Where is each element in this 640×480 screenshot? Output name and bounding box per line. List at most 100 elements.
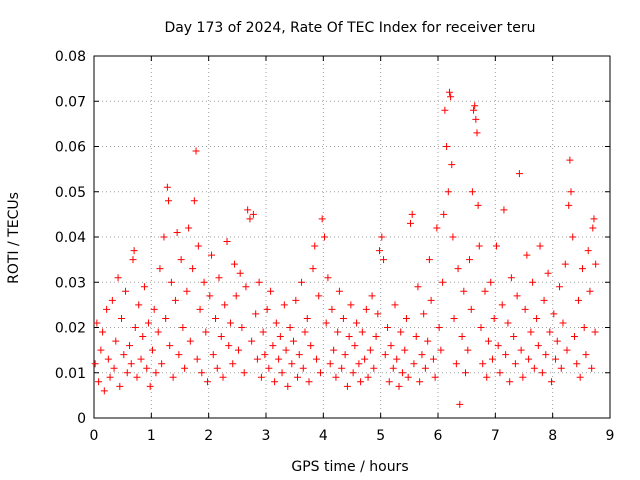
data-point: [118, 314, 126, 322]
data-point: [464, 346, 472, 354]
data-point: [194, 242, 202, 250]
data-point: [449, 233, 457, 241]
data-point: [272, 319, 280, 327]
data-point: [335, 287, 343, 295]
data-point: [592, 260, 600, 268]
data-point: [448, 161, 456, 169]
y-axis-label: ROTI / TECUs: [6, 192, 22, 284]
data-point: [427, 296, 435, 304]
data-point: [408, 210, 416, 218]
data-point: [322, 319, 330, 327]
data-point: [590, 215, 598, 223]
data-point: [580, 324, 588, 331]
data-point: [252, 310, 260, 318]
data-point: [454, 265, 462, 273]
data-point: [267, 287, 275, 295]
data-point: [229, 360, 237, 368]
chart-title: Day 173 of 2024, Rate Of TEC Index for r…: [164, 20, 535, 36]
data-point: [146, 382, 154, 390]
data-point: [202, 328, 210, 336]
y-tick-label: 0.04: [55, 230, 86, 246]
data-point: [452, 360, 460, 368]
data-point: [361, 355, 369, 363]
data-point: [391, 301, 399, 309]
data-point: [507, 274, 515, 282]
data-point: [206, 292, 214, 300]
data-point: [212, 314, 220, 322]
data-point: [591, 328, 599, 336]
data-point: [588, 364, 596, 372]
data-point: [152, 369, 160, 377]
data-point: [106, 373, 114, 381]
data-point: [441, 106, 449, 114]
data-point: [213, 364, 221, 372]
data-point: [338, 364, 346, 372]
data-point: [318, 215, 326, 223]
data-point: [474, 201, 482, 209]
data-point: [569, 233, 577, 241]
data-point: [542, 351, 550, 359]
x-tick-label: 1: [147, 428, 156, 444]
data-point: [502, 351, 510, 359]
data-point: [261, 351, 269, 359]
data-point: [154, 328, 162, 336]
data-point: [295, 351, 303, 359]
data-point: [148, 346, 156, 354]
data-point: [286, 324, 294, 331]
data-point: [494, 342, 502, 350]
data-point: [498, 301, 506, 309]
y-tick-label: 0: [77, 411, 86, 427]
data-point: [144, 319, 152, 327]
data-point: [456, 400, 464, 408]
data-point: [186, 337, 194, 345]
data-point: [540, 296, 548, 304]
data-point: [343, 382, 351, 390]
data-point: [398, 369, 406, 377]
x-tick-label: 6: [434, 428, 443, 444]
data-point: [301, 328, 309, 336]
data-point: [362, 305, 370, 313]
data-point: [443, 143, 451, 150]
data-point: [500, 206, 508, 214]
data-point: [167, 278, 175, 286]
data-point: [548, 378, 556, 386]
axis-ticks: 0 1 2 3 4 5 6 7 8 9 0 0.01 0.02 0.03 0.04 0.05 0.06 0.07 0…: [55, 49, 615, 444]
data-point: [104, 355, 112, 363]
data-point: [189, 265, 197, 273]
data-point: [209, 351, 217, 359]
data-point: [511, 360, 519, 368]
data-point: [477, 324, 485, 331]
data-point: [177, 256, 185, 264]
x-tick-label: 2: [204, 428, 213, 444]
data-point: [460, 287, 468, 295]
x-axis-label: GPS time / hours: [291, 459, 408, 475]
data-point: [316, 369, 324, 377]
data-point: [404, 373, 412, 381]
x-tick-label: 5: [376, 428, 385, 444]
data-point: [292, 296, 300, 304]
data-point: [341, 351, 349, 359]
x-tick-label: 4: [319, 428, 328, 444]
data-point: [450, 314, 458, 322]
data-point: [131, 324, 139, 331]
data-point: [103, 305, 111, 313]
data-point: [466, 256, 474, 264]
y-tick-label: 0.01: [55, 366, 86, 382]
data-point: [445, 88, 453, 96]
data-point: [303, 314, 311, 322]
data-point: [538, 369, 546, 377]
data-point: [458, 333, 466, 341]
data-point: [416, 378, 424, 386]
data-point: [271, 378, 279, 386]
data-point: [385, 378, 393, 386]
data-point: [133, 373, 141, 381]
data-point: [556, 283, 564, 291]
data-point: [550, 310, 558, 318]
data-point: [567, 188, 575, 196]
data-point: [259, 328, 267, 336]
data-point: [358, 328, 366, 336]
data-point: [269, 342, 277, 350]
data-point: [305, 378, 313, 386]
data-point: [553, 337, 561, 345]
data-point: [406, 219, 414, 227]
